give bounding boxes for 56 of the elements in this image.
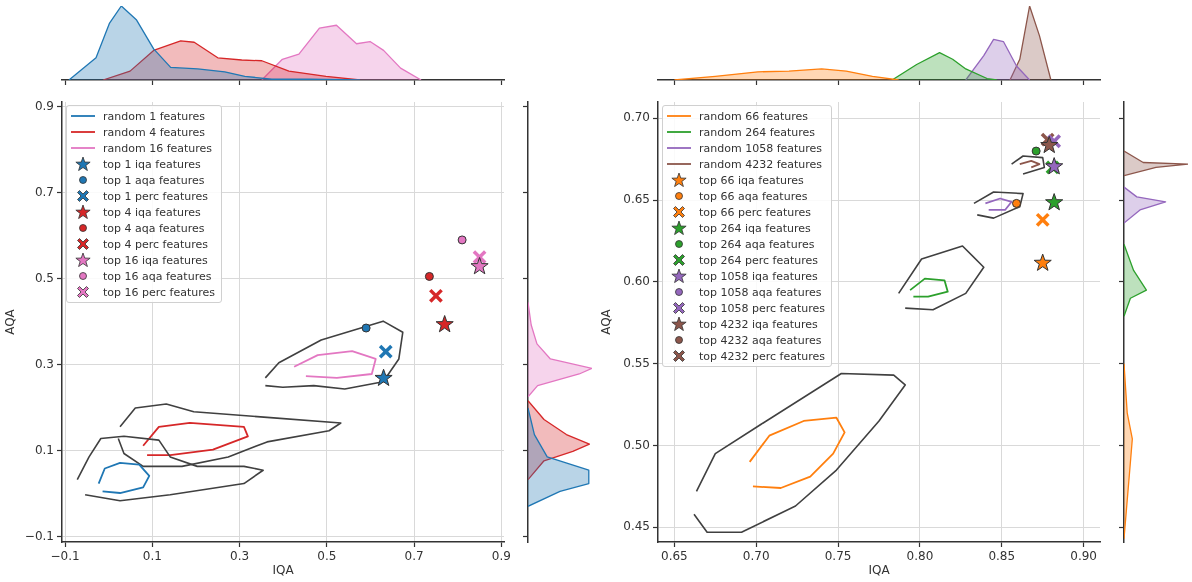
- legend-label: top 1 iqa features: [103, 157, 201, 171]
- y-tick-label: 0.70: [623, 110, 650, 125]
- legend-label: top 264 aqa features: [699, 237, 815, 251]
- legend-label: top 16 perc features: [103, 285, 216, 299]
- x-tick-label: 0.70: [742, 549, 770, 564]
- x-axis-title: IQA: [868, 562, 891, 577]
- x-tick-label: −0.1: [50, 549, 80, 564]
- legend-label: top 1 perc features: [103, 189, 209, 203]
- legend-label: top 1058 iqa features: [699, 269, 818, 283]
- legend-label: top 66 perc features: [699, 205, 812, 219]
- y-tick-label: 0.55: [623, 355, 650, 370]
- y-axis-title: AQA: [3, 308, 18, 335]
- legend-label: random 1058 features: [699, 141, 823, 155]
- legend-label: random 16 features: [103, 141, 213, 155]
- legend-label: random 4232 features: [699, 157, 823, 171]
- y-tick-label: 0.45: [623, 519, 650, 534]
- legend-label: random 1 features: [103, 109, 206, 123]
- y-tick-label: 0.60: [623, 274, 650, 289]
- x-axis-title: IQA: [272, 562, 295, 577]
- legend-label: top 4232 iqa features: [699, 317, 818, 331]
- legend-label: top 16 aqa features: [103, 269, 212, 283]
- legend-label: top 1058 aqa features: [699, 285, 822, 299]
- legend-label: top 4 aqa features: [103, 221, 205, 235]
- y-tick-label: 0.7: [34, 184, 54, 199]
- x-tick-label: 0.3: [230, 549, 250, 564]
- x-tick-label: 0.7: [404, 549, 424, 564]
- legend-label: top 1058 perc features: [699, 301, 826, 315]
- x-tick-label: 0.65: [661, 549, 688, 564]
- y-tick-label: 0.50: [623, 437, 650, 452]
- y-tick-label: 0.5: [34, 270, 54, 285]
- legend-label: top 264 iqa features: [699, 221, 811, 235]
- legend-label: random 264 features: [699, 125, 816, 139]
- x-tick-label: 0.75: [824, 549, 852, 564]
- y-tick-label: −0.1: [24, 528, 54, 543]
- y-tick-label: 0.65: [623, 192, 650, 207]
- y-tick-label: 0.3: [34, 356, 54, 371]
- x-tick-label: 0.1: [142, 549, 162, 564]
- legend-label: top 4 perc features: [103, 237, 209, 251]
- y-axis-title: AQA: [599, 308, 614, 335]
- legend-label: random 66 features: [699, 109, 809, 123]
- legend-label: top 1 aqa features: [103, 173, 205, 187]
- x-tick-label: 0.90: [1070, 549, 1097, 564]
- legend-label: top 66 aqa features: [699, 189, 808, 203]
- legend-label: top 66 iqa features: [699, 173, 804, 187]
- legend-label: top 4232 perc features: [699, 349, 826, 363]
- x-tick-label: 0.9: [491, 549, 511, 564]
- legend-label: random 4 features: [103, 125, 206, 139]
- legend-label: top 4 iqa features: [103, 205, 201, 219]
- legend-label: top 16 iqa features: [103, 253, 208, 267]
- y-tick-label: 0.1: [34, 442, 54, 457]
- x-tick-label: 0.85: [988, 549, 1016, 564]
- x-tick-label: 0.5: [317, 549, 337, 564]
- legend-label: top 264 perc features: [699, 253, 819, 267]
- legend-label: top 4232 aqa features: [699, 333, 822, 347]
- x-tick-label: 0.80: [906, 549, 934, 564]
- y-tick-label: 0.9: [34, 98, 54, 113]
